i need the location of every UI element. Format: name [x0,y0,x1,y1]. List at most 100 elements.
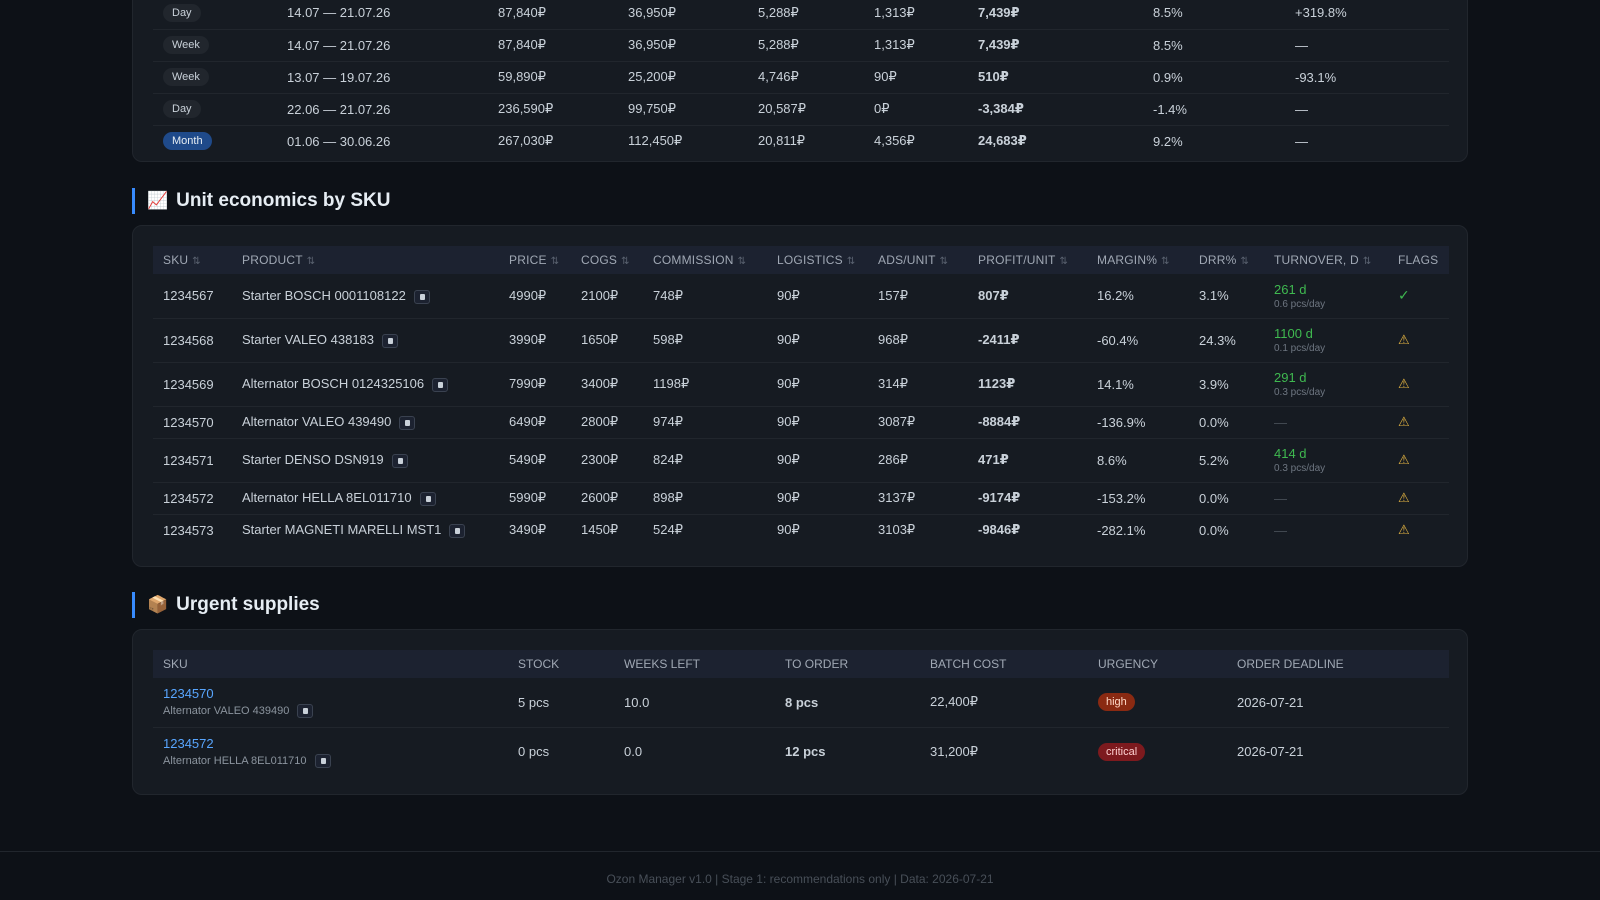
sort-icon[interactable]: ⇅ [939,256,949,267]
column-header-label: DRR% [1199,253,1237,267]
copy-icon[interactable] [432,377,449,392]
turnover-days: 291 d [1274,370,1307,385]
ads-per-unit-value: 968₽ [868,318,968,363]
column-header[interactable]: COMMISSION ⇅ [643,246,767,274]
copy-icon[interactable] [382,333,399,348]
change-value: -93.1% [1285,61,1449,94]
column-header[interactable]: PRICE ⇅ [499,246,571,274]
ads-per-unit-value: 3087₽ [868,406,968,439]
copy-icon[interactable] [391,453,408,468]
column-header[interactable]: ADS/UNIT ⇅ [868,246,968,274]
copy-icon[interactable] [297,704,314,719]
period-type-badge[interactable]: Day [163,3,201,22]
sku-link[interactable]: 1234568 [153,318,232,363]
sort-icon[interactable]: ⇅ [192,256,201,267]
period-range: 22.06 — 21.07.26 [277,93,488,126]
check-icon[interactable]: ✓ [1398,287,1410,304]
drr-value: 0.0% [1199,522,1229,538]
warning-icon[interactable]: ⚠ [1398,522,1410,538]
sku-link[interactable]: 1234570 [153,406,232,439]
column-header[interactable]: MARGIN% ⇅ [1087,246,1189,274]
period-type-badge[interactable]: Day [163,100,201,118]
warning-icon[interactable]: ⚠ [1398,452,1410,467]
copy-icon[interactable] [314,753,331,768]
cogs-value: 3400₽ [571,362,643,407]
unit-economics-heading: 📈 Unit economics by SKU [132,188,391,214]
cogs-value: 2800₽ [571,406,643,439]
warning-icon[interactable]: ⚠ [1398,490,1410,505]
column-header[interactable]: PRODUCT ⇅ [232,246,499,274]
period-type-badge[interactable]: Week [163,36,209,54]
urgent-supplies-card: SKU STOCK WEEKS LEFT TO ORDER BATCH COST URGE… [132,629,1468,795]
product-name: Alternator BOSCH 0124325106 [242,376,425,392]
turnover-cell: 291 d 0.3 pcs/day [1264,362,1388,407]
table-row: 1234572 Alternator HELLA 8EL011710 0 pcs 0.… [153,727,1449,776]
turnover-cell: — [1264,514,1388,546]
table-row: 1234568 Starter VALEO 438183 3990₽ 1650₽ 598… [153,318,1449,363]
sku-link[interactable]: 1234573 [163,522,214,538]
sku-link[interactable]: 1234572 [163,735,214,751]
flags-cell: ⚠ [1388,514,1449,546]
column-header[interactable]: SKU ⇅ [153,246,232,274]
sku-link[interactable]: 1234569 [153,362,232,407]
product-cell: Alternator BOSCH 0124325106 [232,362,499,407]
column-header[interactable]: DRR% ⇅ [1189,246,1264,274]
weeks-left-value: 10.0 [614,678,775,728]
warning-icon[interactable]: ⚠ [1398,332,1410,347]
sku-link[interactable]: 1234570 [163,686,214,702]
logistics-value: 90₽ [767,318,868,363]
unit-economics-title: Unit economics by SKU [176,190,391,211]
turnover-cell: — [1264,482,1388,515]
sort-icon[interactable]: ⇅ [1059,256,1069,267]
sku-cell: 1234572 Alternator HELLA 8EL011710 [153,727,508,776]
column-header-label: MARGIN% [1097,253,1158,267]
sort-icon[interactable]: ⇅ [550,256,560,267]
sort-icon[interactable]: ⇅ [1362,256,1372,267]
column-header[interactable]: LOGISTICS ⇅ [767,246,868,274]
period-type-badge[interactable]: Week [163,68,209,86]
chart-increasing-icon: 📈 [147,191,169,210]
footer-text: Ozon Manager v1.0 | Stage 1: recommendat… [606,872,994,886]
period-row: Week 14.07 — 21.07.26 87,840₽ 36,950₽ 5,288₽… [153,29,1449,62]
column-header[interactable]: PROFIT/UNIT ⇅ [968,246,1087,274]
drr-value: 0.0% [1189,482,1264,515]
sort-icon[interactable]: ⇅ [1161,256,1170,267]
weeks-left-value: 0.0 [624,744,643,760]
column-header[interactable]: TURNOVER, D ⇅ [1264,246,1388,274]
column-header-label: ADS/UNIT [878,253,936,267]
ads-value: 4,356₽ [874,133,915,149]
sort-icon[interactable]: ⇅ [306,256,316,267]
warning-icon[interactable]: ⚠ [1398,376,1410,391]
copy-icon[interactable] [413,289,430,304]
sort-icon[interactable]: ⇅ [846,256,856,267]
product-name: Alternator HELLA 8EL011710 [163,754,307,767]
sort-icon[interactable]: ⇅ [737,256,747,267]
column-header[interactable]: FLAGS [1388,246,1449,274]
urgency-cell: critical [1088,727,1227,776]
cogs-value: 36,950₽ [618,29,748,62]
sku-link[interactable]: 1234572 [153,482,232,515]
period-type-cell: Day [153,93,277,126]
commission-value: 748₽ [643,274,767,319]
flags-cell: ⚠ [1388,482,1449,515]
profit-value: 7,439₽ [968,29,1143,62]
sort-icon[interactable]: ⇅ [1240,256,1250,267]
logistics-value: 90₽ [767,362,868,407]
table-row: 1234572 Alternator HELLA 8EL011710 5990₽ 26… [153,482,1449,515]
table-row: 1234571 Starter DENSO DSN919 5490₽ 2300₽ 824… [153,438,1449,483]
commission-value: 974₽ [643,406,767,439]
margin-value: -153.2% [1087,482,1189,515]
period-type-badge[interactable]: Month [163,132,212,151]
column-header[interactable]: COGS ⇅ [571,246,643,274]
flags-cell: ⚠ [1388,406,1449,439]
copy-icon[interactable] [399,415,416,430]
sku-link[interactable]: 1234571 [153,438,232,483]
sort-icon[interactable]: ⇅ [621,256,630,267]
copy-icon[interactable] [419,491,436,506]
copy-icon[interactable] [449,524,466,539]
sku-link[interactable]: 1234567 [153,274,232,319]
warning-icon[interactable]: ⚠ [1398,414,1410,429]
logistics-value: 90₽ [767,482,868,515]
column-header-label: LOGISTICS [777,253,843,267]
drr-value: 3.9% [1189,362,1264,407]
